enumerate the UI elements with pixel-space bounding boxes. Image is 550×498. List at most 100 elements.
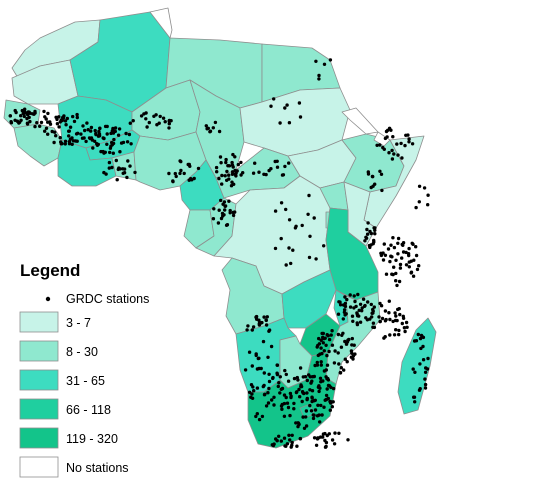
grdc-station: [327, 349, 331, 354]
grdc-station: [337, 362, 341, 366]
grdc-station: [223, 174, 227, 178]
grdc-station: [364, 236, 369, 240]
grdc-station: [401, 243, 405, 247]
legend-label-4: 119 - 320: [66, 432, 118, 446]
grdc-station: [208, 129, 213, 133]
grdc-station: [303, 375, 308, 379]
grdc-station: [300, 399, 304, 404]
grdc-station: [348, 293, 352, 297]
grdc-station: [326, 396, 330, 401]
grdc-station: [236, 162, 240, 167]
grdc-station: [261, 339, 266, 344]
grdc-station: [390, 157, 395, 161]
grdc-station: [352, 294, 356, 298]
grdc-station: [360, 306, 364, 310]
grdc-station: [273, 209, 278, 213]
grdc-station: [275, 372, 280, 377]
grdc-station: [212, 207, 216, 211]
grdc-station: [426, 356, 430, 361]
grdc-station: [294, 390, 299, 395]
grdc-station: [399, 141, 403, 146]
grdc-station: [171, 179, 175, 183]
grdc-station: [356, 292, 360, 297]
grdc-station: [378, 169, 382, 173]
grdc-station: [324, 343, 328, 347]
grdc-station: [131, 119, 135, 123]
grdc-station: [373, 226, 377, 230]
grdc-station: [233, 210, 237, 214]
grdc-station: [379, 253, 384, 258]
grdc-station: [350, 336, 354, 341]
grdc-station: [127, 132, 132, 137]
grdc-station: [147, 120, 151, 125]
grdc-station: [314, 59, 318, 63]
grdc-station: [44, 126, 49, 130]
grdc-station: [327, 337, 332, 342]
grdc-station: [264, 323, 269, 327]
grdc-station: [278, 375, 282, 379]
grdc-station: [278, 121, 282, 125]
grdc-station: [417, 184, 422, 188]
grdc-station: [279, 439, 283, 443]
grdc-station: [129, 142, 133, 146]
grdc-station: [110, 129, 115, 133]
grdc-station: [342, 368, 346, 372]
grdc-station: [205, 127, 209, 131]
grdc-station: [57, 115, 61, 119]
grdc-station: [380, 188, 384, 193]
grdc-station: [80, 136, 85, 140]
grdc-station: [113, 129, 118, 134]
grdc-station: [343, 301, 348, 306]
grdc-station: [279, 236, 283, 241]
grdc-station: [349, 349, 354, 353]
grdc-station: [321, 435, 325, 439]
grdc-station: [330, 405, 334, 409]
grdc-station: [330, 438, 335, 442]
grdc-station: [13, 118, 17, 123]
grdc-station: [407, 137, 411, 141]
grdc-station: [319, 346, 323, 350]
grdc-station: [233, 155, 237, 159]
grdc-station: [369, 231, 373, 236]
grdc-station: [87, 136, 92, 140]
grdc-station: [182, 171, 186, 176]
grdc-station: [338, 370, 343, 375]
grdc-station: [385, 135, 389, 139]
grdc-station: [417, 264, 421, 268]
grdc-station: [163, 120, 167, 124]
grdc-station: [407, 265, 411, 269]
grdc-station: [325, 363, 330, 367]
grdc-station: [426, 203, 430, 207]
grdc-station: [405, 325, 409, 329]
grdc-station: [282, 414, 287, 418]
grdc-station: [414, 253, 419, 258]
grdc-station: [72, 119, 77, 124]
grdc-station: [43, 129, 47, 133]
grdc-station: [400, 156, 404, 160]
grdc-station: [315, 414, 320, 418]
grdc-station: [225, 178, 229, 182]
grdc-station: [366, 221, 370, 225]
grdc-station: [272, 403, 276, 407]
grdc-station: [304, 409, 309, 413]
grdc-station: [23, 107, 27, 111]
grdc-station: [403, 143, 407, 148]
grdc-station: [381, 145, 385, 150]
grdc-station: [60, 141, 64, 146]
grdc-station: [116, 133, 121, 137]
legend-swatch-5: [19, 456, 59, 478]
grdc-station: [52, 140, 56, 145]
legend-label-1: 8 - 30: [66, 345, 98, 359]
grdc-station: [301, 415, 305, 419]
grdc-station: [353, 299, 357, 304]
grdc-station: [424, 366, 428, 370]
grdc-station: [215, 170, 219, 174]
grdc-station: [270, 398, 274, 402]
grdc-station: [104, 172, 108, 176]
grdc-station: [270, 443, 274, 447]
grdc-station: [58, 136, 62, 140]
grdc-station: [67, 129, 71, 133]
grdc-station: [327, 432, 331, 436]
grdc-station: [322, 62, 327, 66]
grdc-station: [251, 385, 255, 389]
